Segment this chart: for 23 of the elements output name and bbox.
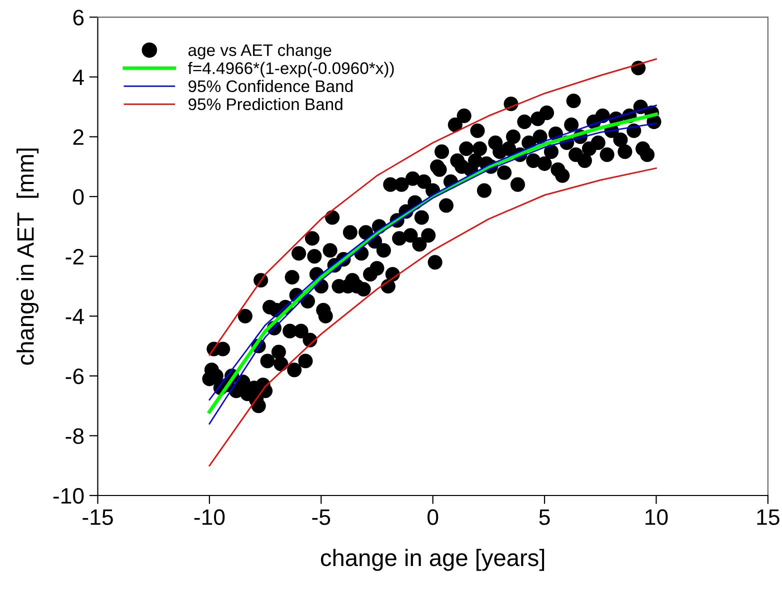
- legend-label: f=4.4966*(1-exp(-0.0960*x)): [188, 62, 394, 78]
- x-tick-label: -10: [194, 509, 225, 526]
- y-tick-label: 6: [73, 10, 84, 26]
- x-tick-label: 0: [428, 509, 438, 526]
- legend-label: 95% Prediction Band: [188, 98, 342, 110]
- y-tick-label: 0: [73, 189, 84, 205]
- y-tick-label: -8: [66, 428, 84, 444]
- line-series: [208, 167, 657, 466]
- y-tick-label: -2: [66, 248, 84, 264]
- y-tick-label: -10: [53, 488, 84, 504]
- y-axis-title: change in AET [mm]: [16, 148, 39, 365]
- y-tick-label: -6: [66, 368, 84, 384]
- x-tick-label: 10: [646, 509, 668, 526]
- y-tick-label: 2: [73, 129, 84, 145]
- y-tick-label: -4: [66, 308, 84, 324]
- legend-label: 95% Confidence Band: [188, 80, 353, 92]
- x-tick-label: -5: [312, 510, 330, 526]
- x-axis-title: change in age [years]: [320, 548, 544, 571]
- legend-label: age vs AET change: [188, 44, 332, 60]
- y-tick-label: 4: [72, 70, 84, 86]
- x-tick-label: -15: [82, 510, 113, 526]
- x-tick-label: 5: [539, 510, 550, 526]
- x-tick-label: 15: [757, 510, 780, 526]
